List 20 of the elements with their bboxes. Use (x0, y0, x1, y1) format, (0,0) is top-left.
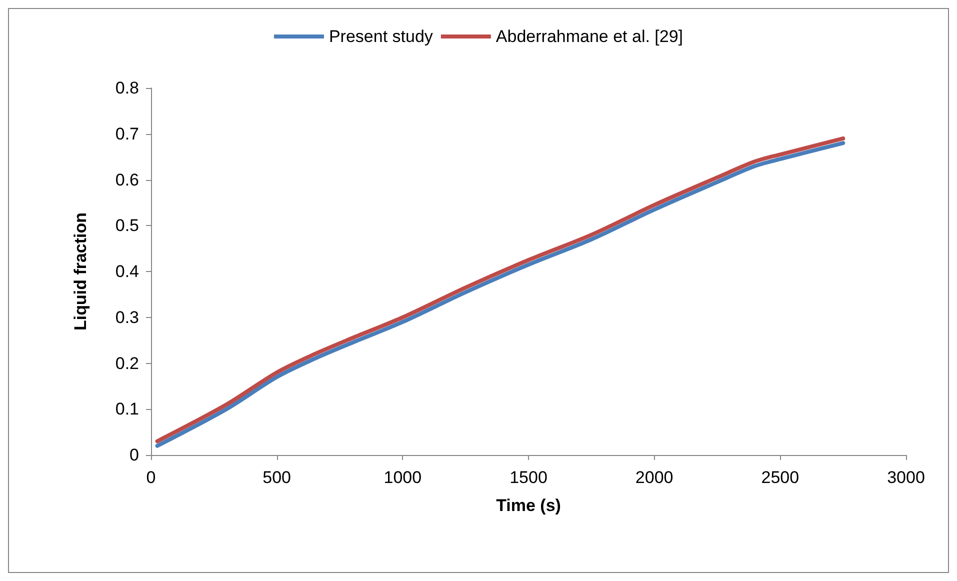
y-tick-label: 0.4 (115, 262, 139, 281)
x-tick-label: 3000 (887, 468, 925, 487)
x-tick-label: 1500 (510, 468, 548, 487)
x-tick-label: 2000 (635, 468, 674, 487)
x-tick-label: 2500 (761, 468, 800, 487)
y-axis-title: Liquid fraction (71, 212, 90, 331)
legend-label: Present study (328, 27, 434, 46)
x-tick-label: 0 (146, 468, 156, 487)
y-tick-label: 0 (130, 446, 139, 464)
y-tick-label: 0.7 (115, 124, 139, 144)
x-axis-title: Time (s) (496, 496, 561, 515)
x-tick-label: 1000 (384, 468, 422, 487)
legend-label: Abderrahmane et al. [29] (496, 27, 684, 46)
y-tick-label: 0.5 (115, 216, 139, 236)
y-tick-label: 0.3 (115, 308, 139, 327)
x-tick-label: 500 (262, 468, 292, 487)
y-tick-label: 0.6 (115, 170, 139, 190)
y-tick-label: 0.8 (115, 78, 139, 98)
y-tick-label: 0.1 (115, 400, 139, 419)
y-tick-label: 0.2 (115, 354, 139, 373)
